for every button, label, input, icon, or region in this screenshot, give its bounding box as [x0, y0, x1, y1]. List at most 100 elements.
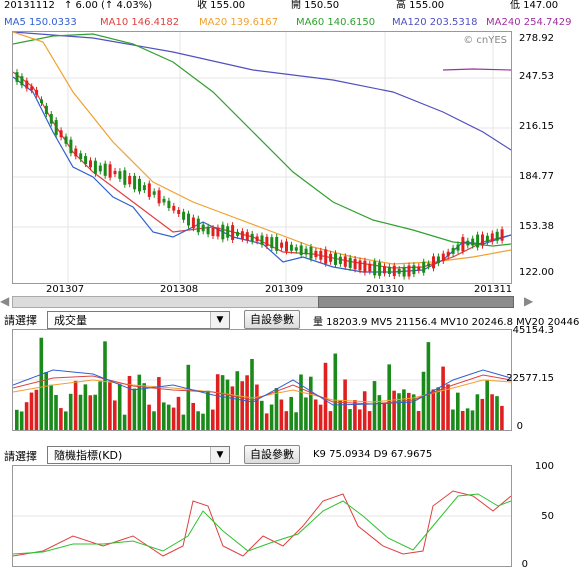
legend-ma20: MA20 139.6167 [199, 17, 279, 28]
kd-axis-label: 50 [541, 511, 554, 522]
volume-bar [176, 396, 181, 430]
volume-bar [166, 404, 171, 430]
chevron-down-icon[interactable]: ▼ [210, 447, 229, 463]
volume-bars [15, 337, 504, 430]
volume-bar [19, 411, 24, 430]
watermark: © cnYES [463, 35, 507, 46]
quote-date: 20131112 [4, 0, 55, 11]
volume-bar [64, 411, 68, 430]
volume-bar [367, 411, 372, 430]
volume-bar [382, 403, 387, 430]
legend-ma120: MA120 203.5318 [392, 17, 478, 28]
date-axis-label: 201309 [265, 284, 304, 295]
volume-bar [338, 400, 342, 430]
date-axis-label: 201310 [366, 284, 405, 295]
ma240-line [442, 68, 512, 71]
volume-bar [29, 392, 34, 430]
volume-bar [250, 358, 254, 430]
scroll-right-arrow-icon[interactable]: ▶ [524, 294, 534, 308]
volume-bar [201, 413, 205, 430]
volume-bar [333, 353, 338, 430]
volume-bar [264, 413, 269, 430]
volume-bar [500, 405, 504, 430]
volume-bar [78, 394, 83, 430]
quote-close: 收 155.00 [197, 0, 246, 11]
kd-stats: K9 75.0934 D9 67.9675 [313, 449, 433, 460]
volume-bar [392, 390, 396, 430]
kd-chart [12, 490, 512, 557]
volume-bar [54, 394, 58, 430]
scroll-left-arrow-icon[interactable]: ◀ [0, 294, 10, 308]
volume-bar [451, 409, 455, 430]
volume-bar [171, 407, 176, 430]
date-axis-label: 201307 [46, 284, 85, 295]
volume-bar [289, 396, 293, 430]
price-axis-label: 216.15 [519, 121, 554, 132]
price-axis-label: 122.00 [519, 267, 554, 278]
volume-axis-label: 45154.3 [512, 325, 554, 336]
volume-bar [475, 394, 480, 430]
mv5-line [12, 369, 512, 406]
volume-bar [279, 399, 284, 430]
volume-bar [93, 394, 97, 430]
date-axis-label: 201308 [160, 284, 199, 295]
volume-bar [59, 408, 63, 430]
volume-bar [68, 393, 73, 430]
volume-bar [465, 408, 470, 430]
volume-bar [377, 395, 382, 430]
volume-bar [358, 409, 362, 430]
volume-bar [372, 381, 377, 430]
volume-bar [318, 404, 323, 430]
ma20-line [12, 31, 512, 265]
volume-bar [490, 394, 494, 430]
kd-settings-button[interactable]: 自設參數 [244, 445, 300, 464]
volume-bar [15, 409, 19, 430]
quote-change: ↑ 6.00 (↑ 4.03%) [64, 0, 153, 11]
chevron-down-icon[interactable]: ▼ [210, 312, 229, 328]
volume-bar [122, 414, 127, 430]
volume-bar [108, 381, 112, 430]
volume-bar [240, 381, 244, 430]
volume-indicator-select[interactable]: 成交量 ▼ [47, 311, 230, 329]
volume-bar [147, 404, 151, 430]
volume-bar [103, 341, 107, 430]
volume-bar [353, 399, 357, 430]
volume-bar [426, 342, 431, 430]
volume-settings-button[interactable]: 自設參數 [244, 310, 300, 329]
volume-bar [235, 371, 240, 430]
price-axis-label: 153.38 [519, 221, 554, 232]
kd-indicator-select[interactable]: 隨機指標(KD) ▼ [47, 446, 230, 464]
volume-bar [362, 391, 367, 430]
volume-bar [274, 388, 279, 430]
volume-bar [407, 392, 411, 430]
volume-bar [436, 387, 440, 430]
legend-ma5: MA5 150.0333 [4, 17, 77, 28]
volume-bar [162, 402, 166, 430]
volume-bar [34, 389, 39, 430]
price-chart-panel: © cnYES [12, 31, 512, 284]
legend-ma10: MA10 146.4182 [100, 17, 180, 28]
volume-bar [416, 411, 421, 430]
volume-bar [211, 409, 215, 430]
volume-bar [284, 411, 289, 430]
scrollbar-thumb[interactable] [318, 296, 514, 308]
volume-bar [255, 384, 259, 430]
price-chart [12, 31, 512, 283]
volume-bar [220, 375, 225, 430]
kd-select-value: 隨機指標(KD) [54, 449, 123, 462]
volume-bar [299, 374, 303, 430]
candlesticks [15, 69, 504, 280]
volume-bar [186, 364, 191, 430]
ma120-line [12, 31, 512, 151]
volume-select-label: 請選擇 [4, 314, 37, 327]
price-axis-label: 184.77 [519, 171, 554, 182]
volume-bar [323, 362, 328, 430]
volume-axis-label: 0 [516, 421, 523, 432]
legend-ma240: MA240 254.7429 [486, 17, 572, 28]
volume-bar [387, 364, 391, 430]
volume-bar [431, 389, 436, 430]
volume-chart [12, 337, 512, 430]
volume-bar [421, 371, 426, 430]
volume-bar [456, 392, 460, 430]
volume-bar [441, 366, 445, 430]
